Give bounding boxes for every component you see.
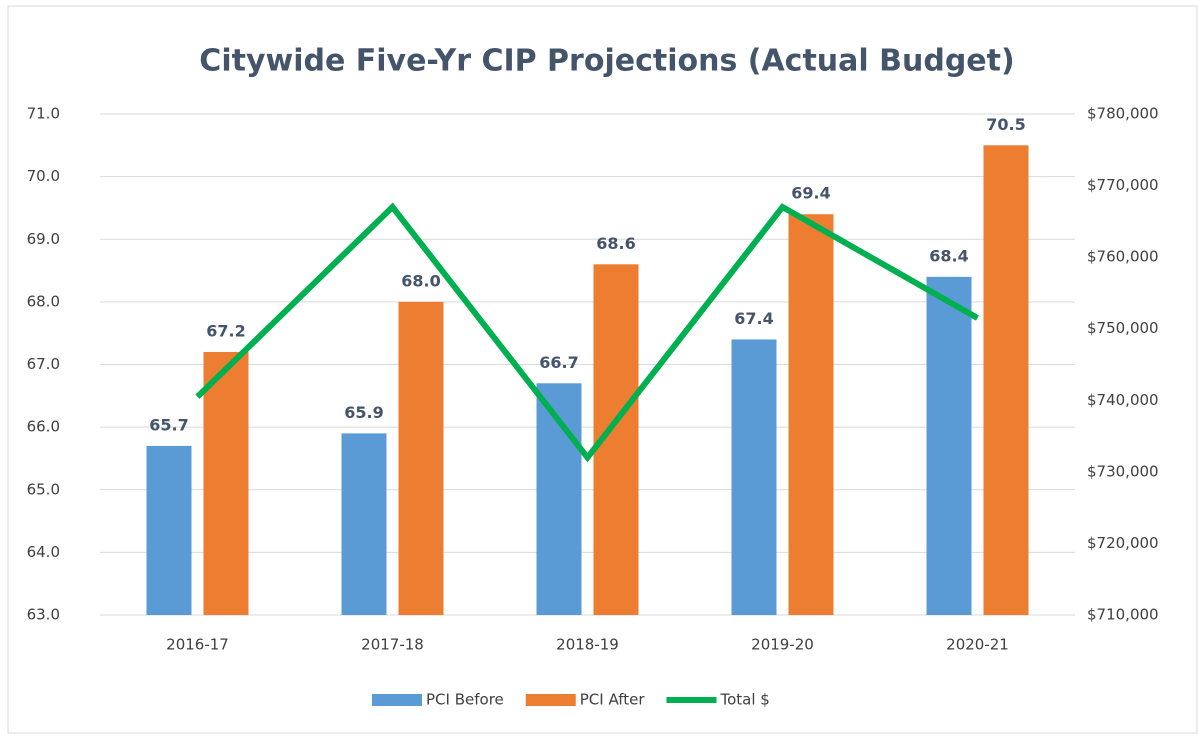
bar — [203, 351, 249, 615]
y2-tick-label: $750,000 — [1087, 319, 1159, 337]
y-tick-label: 69.0 — [27, 230, 60, 248]
x-tick-label: 2019-20 — [751, 636, 814, 654]
legend-swatch — [525, 694, 576, 706]
value-label: 65.7 — [149, 415, 188, 434]
legend-label: PCI After — [580, 691, 646, 709]
value-label: 68.4 — [929, 246, 968, 265]
y-tick-label: 65.0 — [27, 480, 60, 498]
bar — [398, 301, 444, 615]
value-label: 67.4 — [734, 309, 773, 328]
line — [195, 202, 979, 463]
value-label: 66.7 — [539, 353, 578, 372]
value-label: 68.0 — [401, 271, 440, 290]
legend-swatch — [372, 694, 422, 706]
y2-tick-label: $710,000 — [1087, 606, 1159, 624]
y-tick-label: 63.0 — [27, 606, 60, 624]
y-tick-label: 64.0 — [27, 543, 60, 561]
legend-label: PCI Before — [426, 691, 504, 709]
y-tick-label: 66.0 — [27, 418, 60, 436]
chart-border — [7, 5, 1198, 734]
bar — [983, 145, 1029, 615]
bar — [926, 276, 972, 615]
value-label: 65.9 — [344, 403, 383, 422]
x-tick-label: 2020-21 — [946, 636, 1009, 654]
y2-tick-label: $740,000 — [1087, 391, 1159, 409]
y-tick-label: 71.0 — [27, 105, 60, 123]
bar — [788, 214, 834, 615]
y2-tick-label: $760,000 — [1087, 248, 1159, 266]
bar — [341, 433, 387, 615]
bar — [731, 339, 777, 615]
y2-tick-label: $730,000 — [1087, 462, 1159, 480]
value-label: 68.6 — [596, 234, 635, 253]
chart-title: Citywide Five-Yr CIP Projections (Actual… — [199, 44, 1014, 79]
value-label: 69.4 — [791, 184, 830, 203]
x-tick-label: 2017-18 — [361, 636, 424, 654]
x-tick-label: 2016-17 — [166, 636, 229, 654]
value-label: 67.2 — [206, 321, 245, 340]
y-tick-label: 67.0 — [27, 355, 60, 373]
legend-label: Total $ — [720, 691, 770, 709]
y2-tick-label: $770,000 — [1087, 176, 1159, 194]
bar — [146, 445, 192, 615]
y-tick-label: 70.0 — [27, 167, 60, 185]
value-label: 70.5 — [986, 115, 1025, 134]
y-tick-label: 68.0 — [27, 292, 60, 310]
y2-tick-label: $720,000 — [1087, 534, 1159, 552]
y2-tick-label: $780,000 — [1087, 105, 1159, 123]
x-tick-label: 2018-19 — [556, 636, 619, 654]
